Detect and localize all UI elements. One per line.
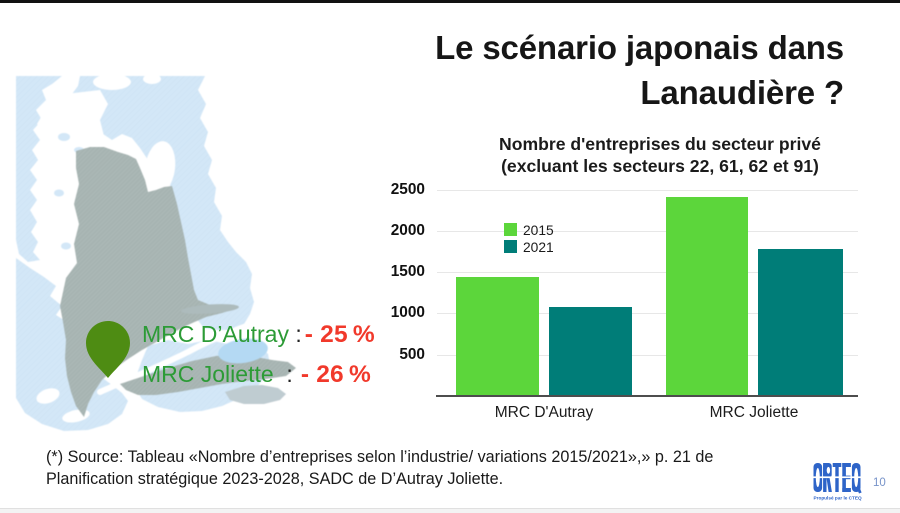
svg-text:Propulsé par le CTEQ: Propulsé par le CTEQ [814,496,863,501]
